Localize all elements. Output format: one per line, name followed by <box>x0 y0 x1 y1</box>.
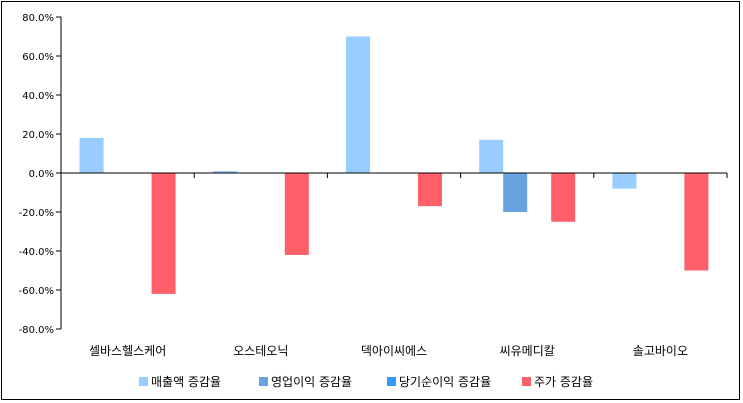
bar-4-3 <box>418 173 442 207</box>
bar-1-1 <box>79 137 104 173</box>
bar-4-2 <box>284 173 309 255</box>
y-tick-label: 80.0% <box>22 13 54 24</box>
legend-swatch <box>139 377 148 386</box>
category-label: 오스테오닉 <box>233 344 288 358</box>
bar-1-4 <box>479 139 504 173</box>
legend-label: 영업이익 증감율 <box>271 375 352 389</box>
bar-1-5 <box>612 173 637 189</box>
y-tick-label: -20.0% <box>19 208 54 219</box>
y-tick-label: 60.0% <box>22 52 54 63</box>
y-tick-label: -40.0% <box>19 247 54 258</box>
y-tick-label: 0.0% <box>29 169 54 180</box>
legend-swatch <box>522 377 531 386</box>
legend: 매출액 증감율 영업이익 증감율 당기순이익 증감율 주가 증감율 <box>139 375 593 389</box>
bars <box>79 36 709 294</box>
bar-1-2 <box>212 171 237 173</box>
legend-label: 당기순이익 증감율 <box>399 375 491 389</box>
y-tick-label: 40.0% <box>22 91 54 102</box>
category-label: 씨유메디칼 <box>500 344 555 358</box>
category-labels: 셀바스헬스케어 오스테오닉 덱아이씨에스 씨유메디칼 솔고바이오 <box>89 344 688 358</box>
y-tick-label: 20.0% <box>22 130 54 141</box>
y-tick-label: -60.0% <box>19 286 54 297</box>
bar-4-1 <box>151 173 176 294</box>
y-axis-ticks: 80.0% 60.0% 40.0% 20.0% 0.0% -20.0% -40.0% -60.… <box>19 13 61 336</box>
category-label: 셀바스헬스케어 <box>89 344 166 358</box>
legend-swatch <box>387 377 396 386</box>
category-label: 솔고바이오 <box>633 344 688 358</box>
bar-4-4 <box>551 173 576 222</box>
legend-swatch <box>259 377 268 386</box>
y-tick-label: -80.0% <box>19 325 54 336</box>
category-label: 덱아이씨에스 <box>361 344 427 358</box>
legend-label: 주가 증감율 <box>534 375 593 389</box>
bar-2-4 <box>503 173 528 212</box>
axes <box>60 17 728 329</box>
bar-4-5 <box>684 173 709 271</box>
legend-label: 매출액 증감율 <box>151 375 221 389</box>
bar-1-3 <box>346 36 370 173</box>
